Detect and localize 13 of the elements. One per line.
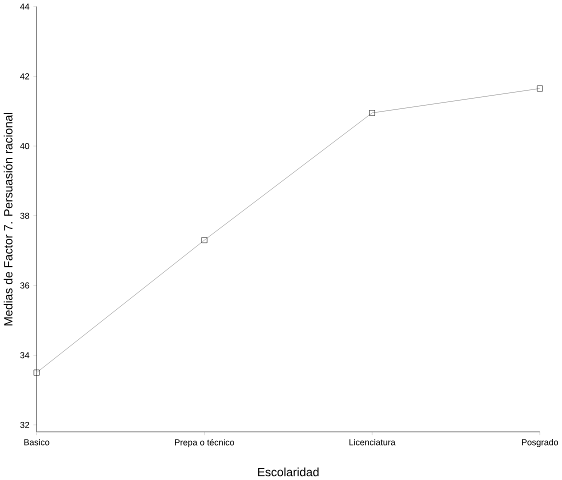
- y-tick-label: 38: [20, 212, 30, 219]
- x-tick-label: Posgrado: [522, 439, 558, 448]
- y-tick-label: 34: [20, 352, 30, 358]
- x-tick-label: Basico: [24, 439, 50, 446]
- y-tick-label: 40: [20, 143, 30, 150]
- y-tick-label: 42: [20, 73, 30, 80]
- y-tick-label: 32: [20, 422, 30, 428]
- x-tick-label: Licenciatura: [349, 439, 396, 446]
- x-axis-title: Escolaridad: [258, 468, 319, 476]
- y-tick-label: 44: [20, 4, 30, 10]
- y-tick-label: 36: [20, 282, 30, 289]
- y-axis-title: Medias de Factor 7. Persuasión racional: [4, 113, 12, 326]
- x-tick-label: Prepa o técnico: [175, 439, 234, 448]
